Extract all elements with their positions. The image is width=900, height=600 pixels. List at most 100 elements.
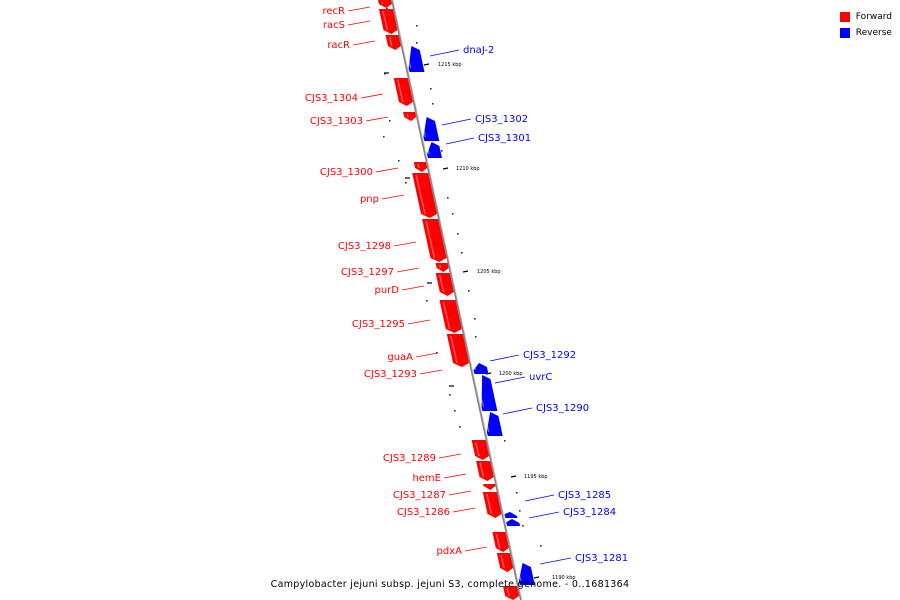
gene-leader-reverse [502,407,533,415]
gene-label-reverse: CJS3_1281 [575,553,628,564]
genome-backbone [390,0,523,600]
kbp-tick-label: 1195 kbp [524,474,548,480]
gene-highlight [474,441,480,457]
gene-highlight [442,301,451,330]
scale-dot [461,252,463,254]
gene-highlight [438,274,445,293]
gene-highlight [506,520,509,523]
gene-label-forward: CJS3_1295 [352,319,405,330]
gene-block [435,273,454,296]
gene-block [502,586,520,600]
gene-highlight [450,335,458,364]
gene-leader-reverse [441,118,472,126]
gene-highlight [420,118,427,138]
gene-leader-forward [415,352,439,358]
gene-leader-forward [407,319,431,325]
gene-highlight [506,587,510,597]
gene-block [404,46,425,72]
gene-label-forward: guaA [387,352,413,363]
gene-block [378,9,398,34]
scale-dot [519,510,521,512]
kbp-tick-label: 1205 kbp [477,269,501,275]
kbp-tick [442,167,449,170]
scale-dot [432,103,434,105]
gene-leader-reverse [539,557,572,565]
kbp-tick [533,576,540,579]
gene-label-reverse: CJS3_1290 [536,403,589,414]
gene-label-forward: pdxA [437,546,463,557]
scale-dot [426,300,428,302]
gene-highlight [516,564,522,582]
gene-leader-forward [419,369,443,375]
legend: Forward Reverse [839,9,892,41]
gene-label-forward: racR [327,40,350,51]
gene-highlight [381,1,384,5]
gene-block [482,492,502,518]
gene-block [475,375,498,411]
gene-block [393,78,413,106]
kbp-tick [510,475,517,478]
gene-highlight [405,47,412,69]
scale-dot [468,290,470,292]
gene-leader-reverse [445,137,475,145]
gene-block [496,553,514,572]
legend-item-reverse: Reverse [839,25,892,41]
gene-highlight [406,113,409,118]
gene-label-reverse: CJS3_1285 [558,490,611,501]
scale-dot [416,25,418,27]
scale-dot [504,440,506,442]
gene-highlight [495,533,501,549]
scale-dot [452,213,454,215]
kbp-tick-label: 1200 kbp [499,371,523,377]
scale-dot [447,197,449,199]
gene-leader-forward [393,241,417,247]
gene-label-forward: CJS3_1304 [305,93,358,104]
gene-block [476,461,494,481]
gene-highlight [425,143,430,155]
gene-label-forward: CJS3_1287 [393,490,446,501]
scale-dot [522,525,524,527]
gene-highlight [473,364,477,371]
gene-leader-reverse [524,494,555,502]
gene-highlight [382,10,389,31]
gene-block [483,412,503,436]
gene-label-forward: CJS3_1303 [310,116,363,127]
genome-caption: Campylobacter jejuni subsp. jejuni S3, c… [270,579,630,590]
gene-label-forward: CJS3_1300 [320,167,373,178]
gene-leader-forward [448,490,472,496]
gene-leader-forward [396,267,420,273]
scale-dot [475,336,477,338]
gene-leader-forward [443,473,467,479]
scale-dot [384,73,386,75]
gene-block [446,334,470,367]
gene-leader-forward [401,285,425,291]
gene-block [425,142,442,158]
gene-highlight [479,462,485,478]
scale-dot [383,136,385,138]
legend-item-forward: Forward [839,9,892,25]
gene-highlight [415,174,426,215]
gene-highlight [425,220,436,259]
gene-block [413,162,428,172]
kbp-tick-label: 1190 kbp [552,575,576,581]
gene-label-reverse: CJS3_1302 [475,114,528,125]
kbp-tick [423,63,430,66]
gene-highlight [397,79,404,103]
gene-label-reverse: uvrC [529,372,552,383]
gene-label-reverse: CJS3_1292 [523,350,576,361]
gene-block [515,563,535,585]
gene-block [385,35,401,50]
gene-leader-forward [360,93,384,99]
gene-leader-forward [381,194,405,200]
scale-dots [383,8,542,547]
gene-highlight [475,376,485,408]
gene-label-forward: CJS3_1298 [338,241,391,252]
gene-block [472,363,489,374]
gene-block [504,512,518,518]
gene-leader-reverse [528,511,560,519]
kbp-tick [462,270,469,273]
gene-label-reverse: CJS3_1284 [563,507,616,518]
scale-dot [405,182,407,184]
scale-dot [449,394,451,396]
